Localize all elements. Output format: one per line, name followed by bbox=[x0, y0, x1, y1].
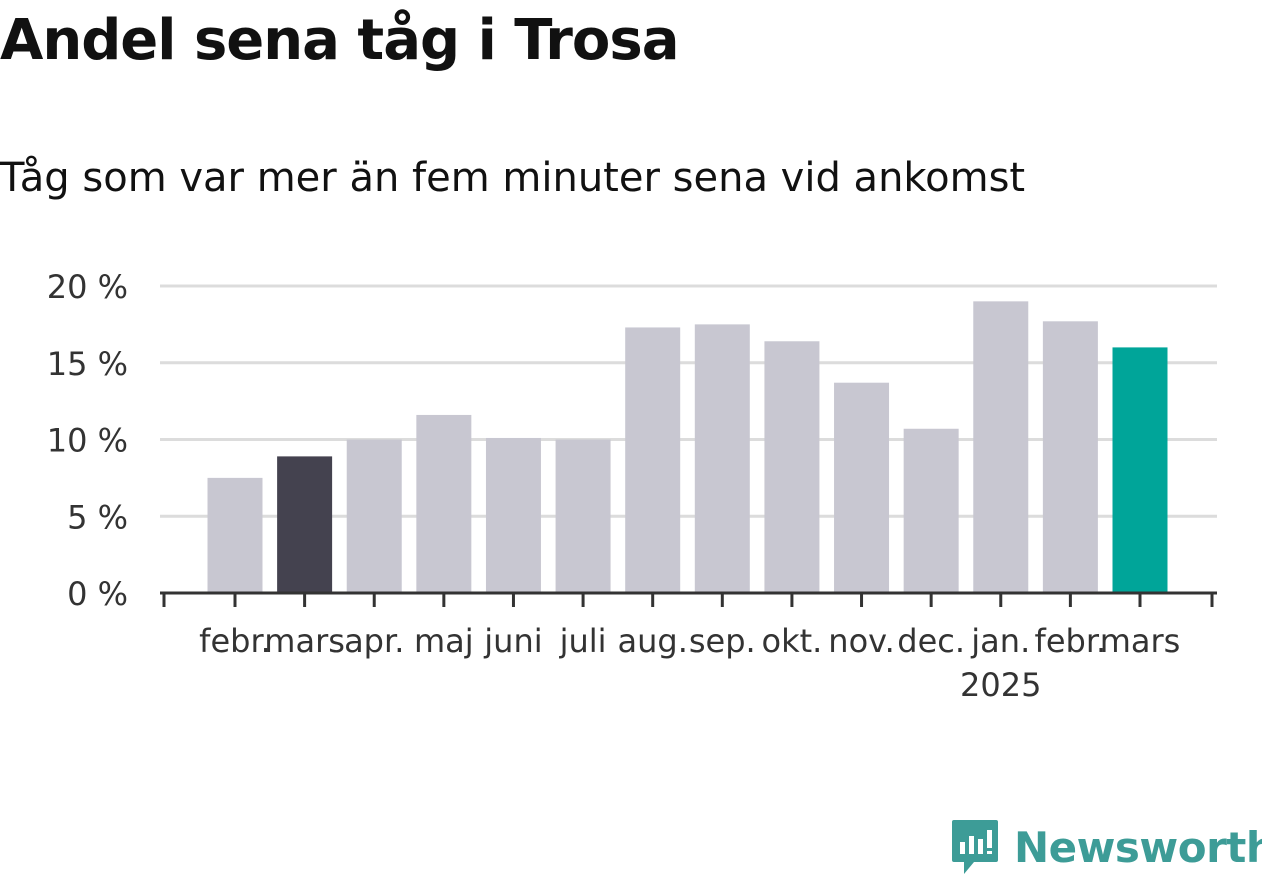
x-tick-label: febr. bbox=[1035, 622, 1107, 660]
x-tick-label: sep. bbox=[689, 622, 756, 660]
bar bbox=[207, 477, 263, 593]
x-tick-label: maj bbox=[414, 622, 474, 660]
x-year-label: 2025 bbox=[960, 666, 1041, 704]
brand-logo: Newsworthy bbox=[950, 818, 1262, 876]
x-tick-label: nov. bbox=[828, 622, 894, 660]
bar bbox=[903, 428, 959, 593]
bar bbox=[625, 327, 681, 593]
x-tick-label: aug. bbox=[618, 622, 688, 660]
bar bbox=[694, 324, 750, 593]
bar bbox=[973, 301, 1029, 593]
bar bbox=[485, 437, 541, 593]
chart-subtitle: Tåg som var mer än fem minuter sena vid … bbox=[0, 155, 1026, 201]
bar bbox=[1112, 347, 1168, 593]
x-tick-label: febr. bbox=[199, 622, 271, 660]
brand-name: Newsworthy bbox=[1014, 822, 1262, 872]
y-tick-label: 0 % bbox=[67, 575, 128, 613]
x-tick-label: jan. bbox=[970, 622, 1030, 660]
x-tick-label: okt. bbox=[762, 622, 823, 660]
newsworthy-logo-icon bbox=[952, 820, 998, 874]
y-tick-label: 15 % bbox=[47, 345, 128, 383]
y-tick-label: 20 % bbox=[47, 268, 128, 306]
y-tick-label: 5 % bbox=[67, 498, 128, 536]
x-tick-label: juni bbox=[483, 622, 542, 660]
x-tick-label: mars bbox=[264, 622, 345, 660]
chart-title: Andel sena tåg i Trosa bbox=[0, 8, 680, 73]
bar bbox=[346, 439, 402, 593]
bar bbox=[764, 341, 820, 593]
x-tick-label: dec. bbox=[897, 622, 965, 660]
bar bbox=[555, 439, 611, 593]
bar bbox=[1042, 321, 1098, 593]
bar bbox=[416, 414, 472, 593]
bar bbox=[834, 382, 890, 593]
x-tick-label: juli bbox=[559, 622, 607, 660]
x-tick-label: apr. bbox=[344, 622, 404, 660]
x-tick-label: mars bbox=[1100, 622, 1181, 660]
y-tick-label: 10 % bbox=[47, 422, 128, 460]
bar bbox=[277, 456, 333, 593]
